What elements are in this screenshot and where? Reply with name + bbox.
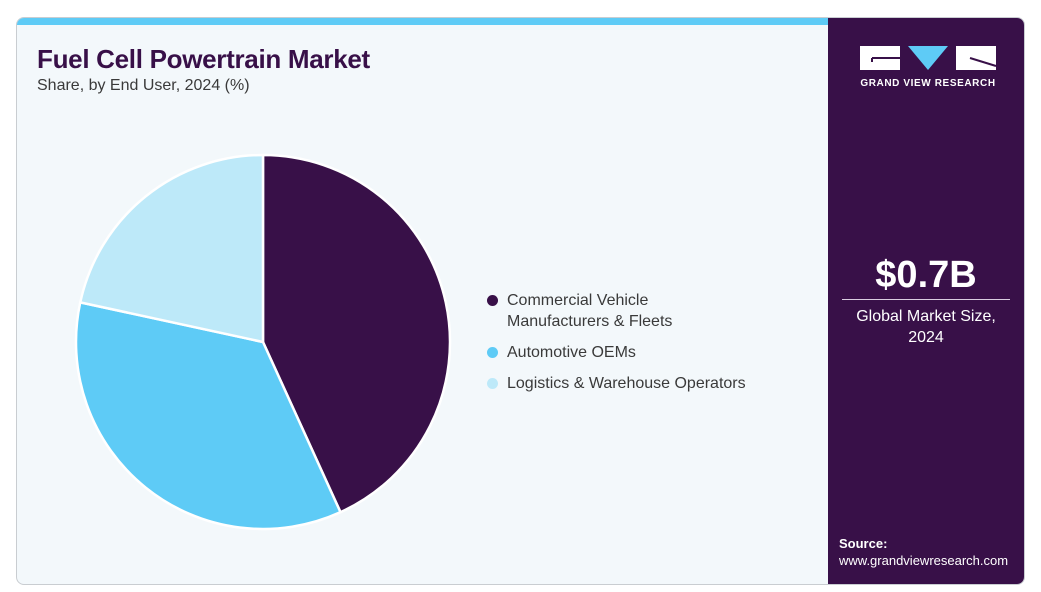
- accent-bar: [17, 18, 829, 25]
- sidebar-panel: GRAND VIEW RESEARCH $0.7B Global Market …: [828, 18, 1024, 584]
- brand-name: GRAND VIEW RESEARCH: [860, 78, 996, 89]
- legend-swatch: [487, 378, 498, 389]
- chart-subtitle: Share, by End User, 2024 (%): [37, 77, 250, 94]
- chart-title: Fuel Cell Powertrain Market: [37, 44, 370, 74]
- legend-item: Commercial Vehicle Manufacturers & Fleet…: [487, 290, 746, 332]
- legend-label: Commercial Vehicle: [507, 292, 649, 309]
- market-size-label: Global Market Size, 2024: [828, 306, 1024, 348]
- legend-label: Automotive OEMs: [507, 344, 636, 361]
- legend-swatch: [487, 347, 498, 358]
- legend-swatch: [487, 295, 498, 306]
- legend-label: Manufacturers & Fleets: [507, 313, 673, 330]
- legend-item: Logistics & Warehouse Operators: [487, 373, 746, 394]
- divider: [842, 299, 1010, 300]
- source-label: Source:: [839, 536, 888, 551]
- market-size-value: $0.7B: [875, 254, 977, 296]
- brand-logo: GRAND VIEW RESEARCH: [858, 46, 998, 89]
- pie-slice: [79, 153, 265, 344]
- market-size-label-line: Global Market Size,: [856, 308, 996, 325]
- legend-label: Logistics & Warehouse Operators: [507, 375, 746, 392]
- pie-chart: [74, 153, 452, 531]
- legend: Commercial Vehicle Manufacturers & Fleet…: [487, 290, 746, 404]
- market-size-year: 2024: [908, 329, 944, 346]
- source-url[interactable]: www.grandviewresearch.com: [839, 553, 1009, 568]
- pie-slice: [74, 301, 342, 531]
- chart-card: Fuel Cell Powertrain Market Share, by En…: [16, 17, 1025, 585]
- legend-item: Automotive OEMs: [487, 342, 746, 363]
- gvr-logo-icon: [860, 46, 997, 70]
- pie-slice: [261, 153, 452, 514]
